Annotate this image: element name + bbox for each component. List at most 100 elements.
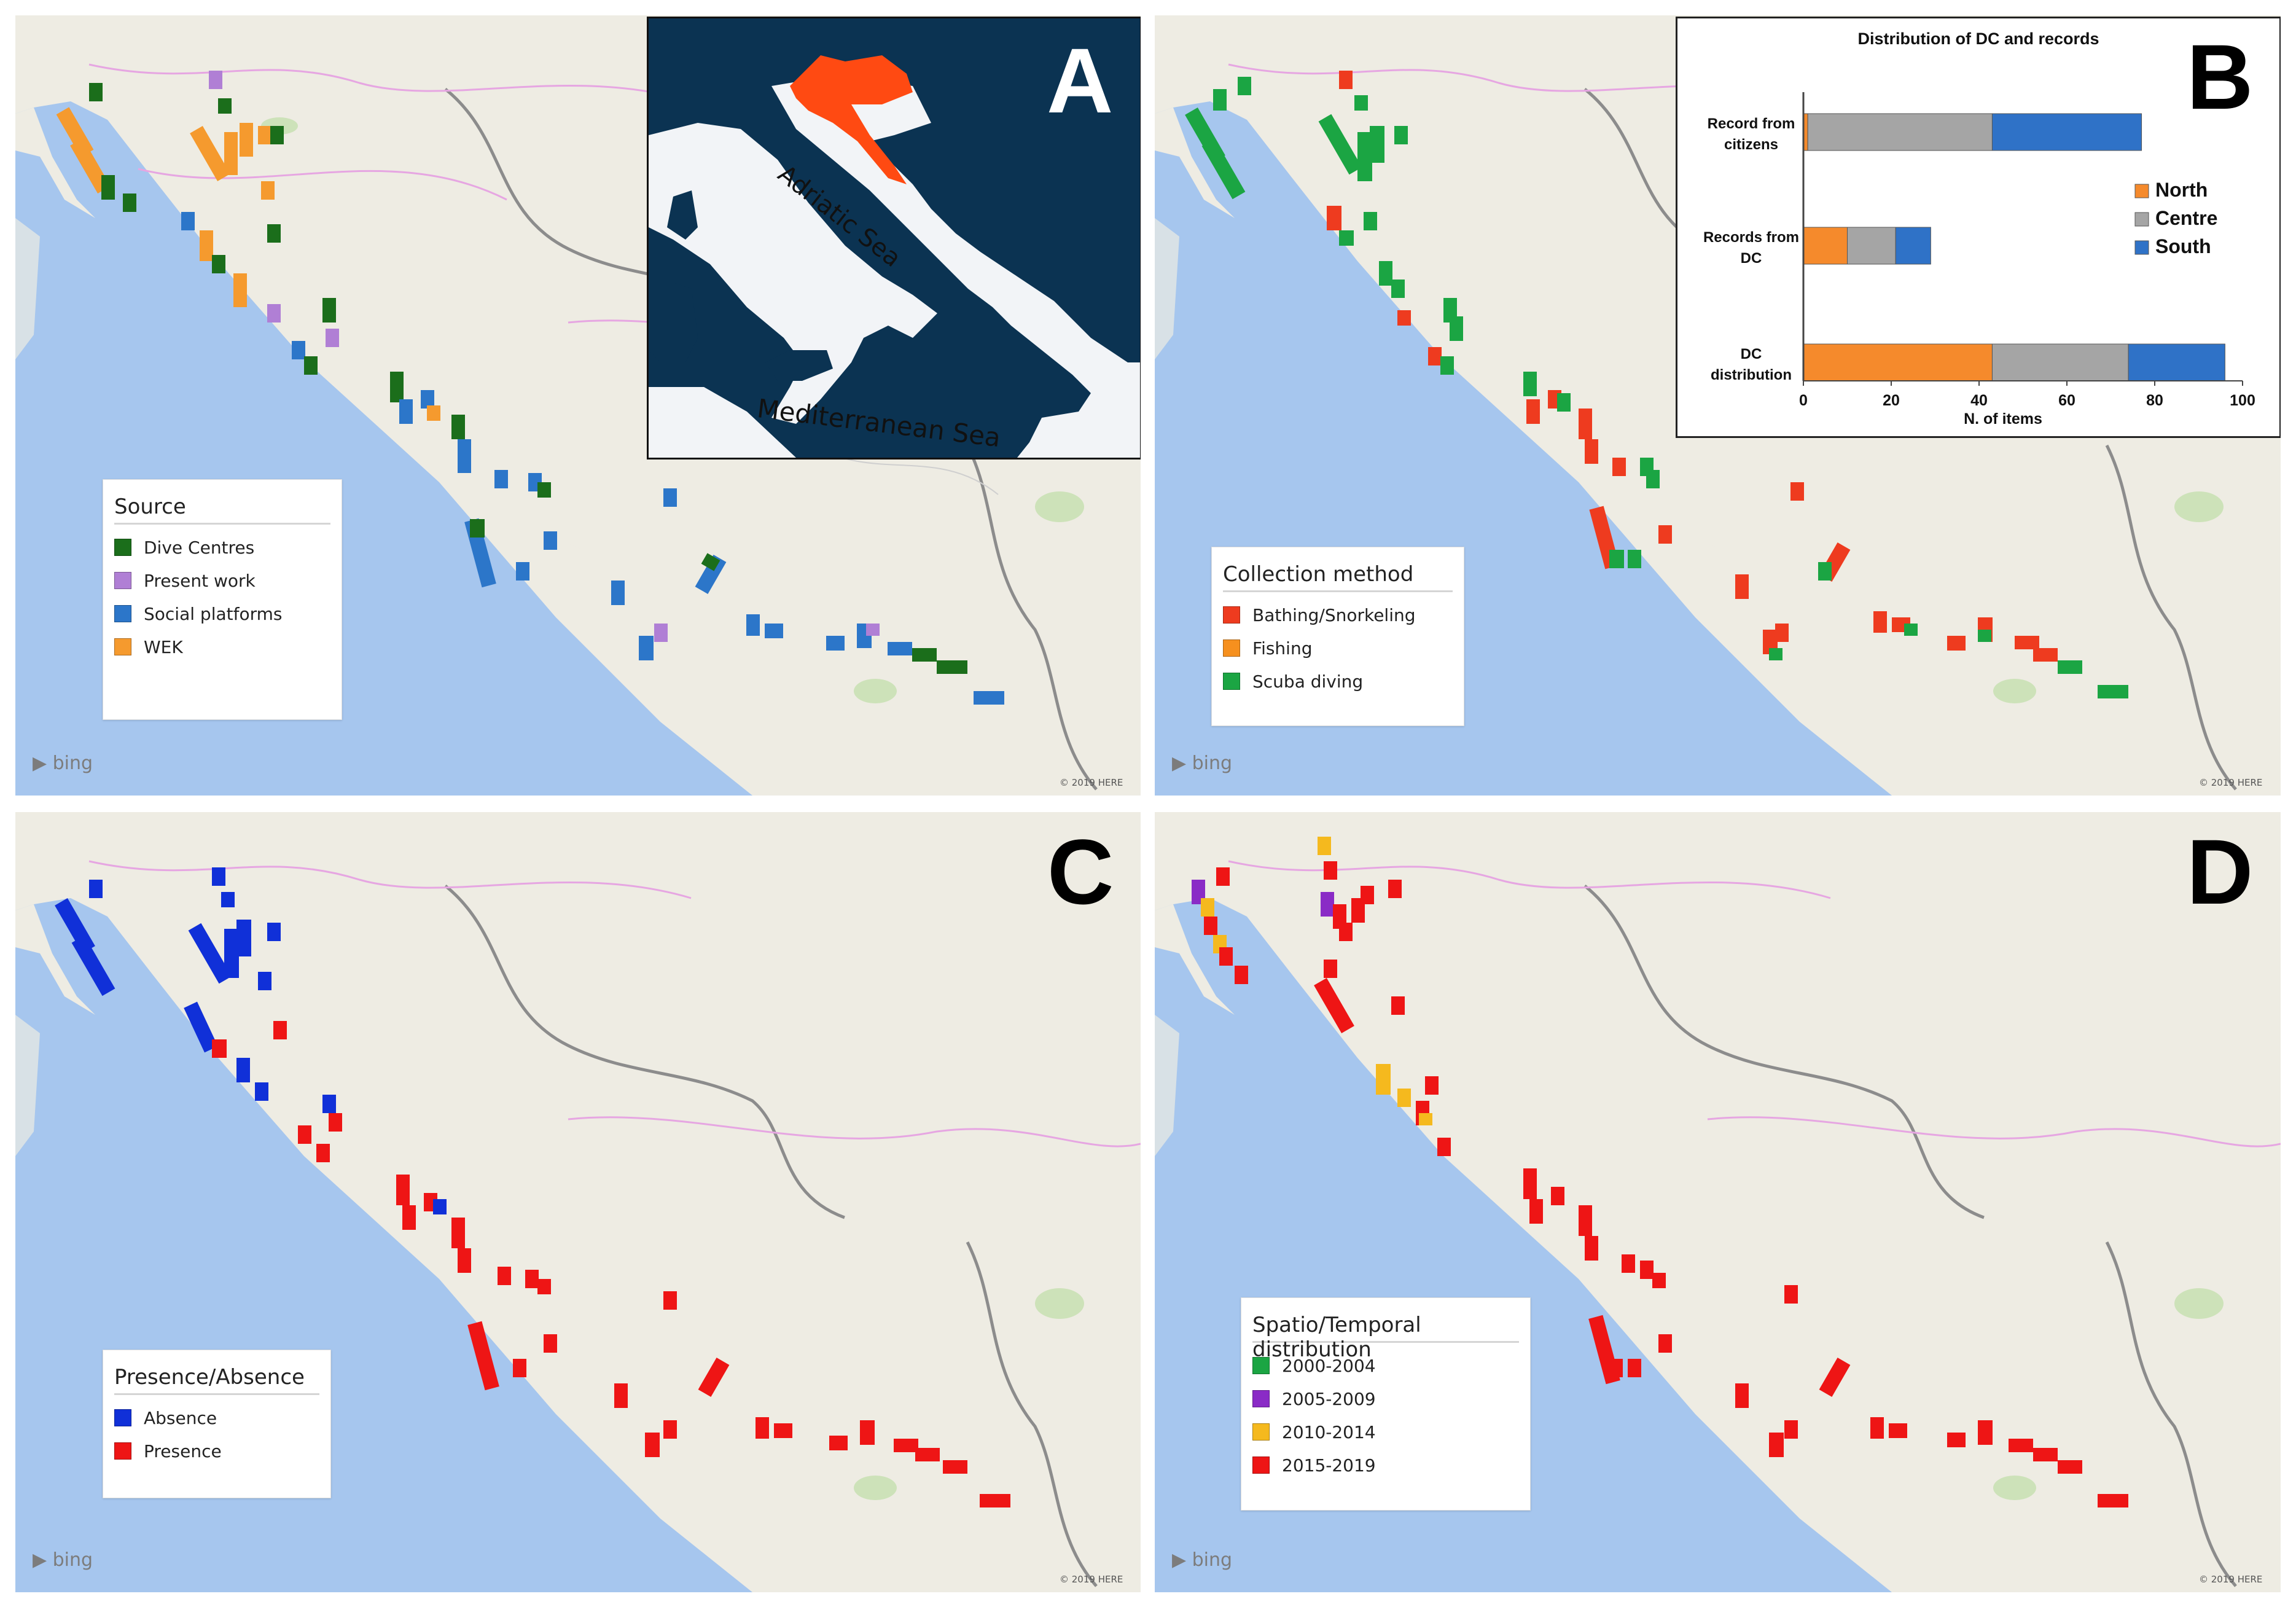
legend-swatch-2015-2019: [1252, 1456, 1270, 1474]
panel-letter-c: C: [1047, 820, 1114, 923]
map-panel-c[interactable]: Presence/Absence Absence Presence C ▶ bi…: [15, 812, 1141, 1592]
panel-letter-a: A: [1047, 29, 1114, 132]
map-copyright: © 2019 HERE: [1060, 1574, 1123, 1585]
map-copyright: © 2019 HERE: [1060, 777, 1123, 788]
data-bars: [56, 71, 1004, 705]
legend-item: 2010-2014: [1252, 1421, 1530, 1442]
legend-label-north: North: [2155, 179, 2208, 201]
bar-north-2: [1803, 343, 1993, 381]
legend-collection-method: Collection method Bathing/Snorkeling Fis…: [1211, 547, 1464, 726]
data-bars: [1185, 71, 2128, 698]
bar-south-0: [1991, 113, 2142, 151]
chart-legend: North Centre South: [2134, 179, 2217, 257]
x-tick-label: 80: [2146, 392, 2163, 409]
legend-title: Presence/Absence: [114, 1365, 305, 1390]
legend-label: Bathing/Snorkeling: [1252, 604, 1416, 625]
legend-item: 2015-2019: [1252, 1455, 1530, 1476]
bing-label: bing: [1192, 1549, 1233, 1571]
bing-icon: ▶: [1172, 753, 1187, 774]
bing-icon: ▶: [33, 753, 47, 774]
legend-label-south: South: [2155, 235, 2211, 257]
map-panel-d[interactable]: Spatio/Temporal distribution 2000-2004 2…: [1155, 812, 2281, 1592]
legend-swatch-present-work: [114, 572, 131, 589]
legend-item: Dive Centres: [114, 537, 342, 558]
legend-title: Collection method: [1223, 562, 1414, 587]
legend-divider: [1223, 590, 1453, 592]
legend-swatch-presence: [114, 1442, 131, 1460]
legend-swatch-2000-2004: [1252, 1357, 1270, 1374]
legend-swatch-bathing: [1223, 606, 1240, 624]
legend-label: Fishing: [1252, 638, 1313, 659]
chart-axis: 0 20 40 60 80 100: [1799, 92, 2255, 409]
legend-swatch-south: [2134, 240, 2149, 255]
legend-swatch-fishing: [1223, 639, 1240, 657]
base-map: [1155, 812, 2281, 1592]
legend-swatch-absence: [114, 1409, 131, 1426]
legend-title: Spatio/Temporal distribution: [1252, 1313, 1421, 1362]
legend-label: WEK: [144, 636, 183, 657]
legend-swatch-2005-2009: [1252, 1390, 1270, 1407]
legend-label: Absence: [144, 1407, 217, 1428]
bar-centre-2: [1991, 343, 2129, 381]
legend-item: Presence: [114, 1441, 330, 1461]
bar-group: [1185, 71, 2128, 698]
chart-categories: Record from citizens Records from DC DC distr…: [1703, 115, 1799, 383]
bing-icon: ▶: [33, 1549, 47, 1571]
chart-title: Distribution of DC and records: [1857, 29, 2099, 48]
legend-item: Social platforms: [114, 603, 342, 624]
legend-title: Source: [114, 495, 186, 519]
bing-label: bing: [1192, 753, 1233, 774]
bing-logo: ▶ bing: [33, 1549, 93, 1571]
chart-bars: [1803, 113, 2225, 381]
bing-label: bing: [52, 1549, 93, 1571]
legend-swatch-social-platforms: [114, 605, 131, 622]
legend-item: Absence: [114, 1407, 330, 1428]
legend-swatch-centre: [2134, 212, 2149, 227]
bar-group: [1192, 837, 2128, 1507]
legend-item: Scuba diving: [1223, 671, 1464, 692]
panel-letter-d: D: [2187, 820, 2254, 923]
legend-divider: [114, 523, 330, 525]
bing-logo: ▶ bing: [1172, 1549, 1232, 1571]
x-tick-label: 20: [1883, 392, 1900, 409]
category-label: DC distribution: [1711, 346, 1792, 383]
bing-icon: ▶: [1172, 1549, 1187, 1571]
legend-label: 2015-2019: [1282, 1455, 1376, 1476]
legend-swatch-north: [2134, 184, 2149, 198]
chart-box: Distribution of DC and records 0 20 40 60 80…: [1676, 17, 2281, 438]
x-tick-label: 100: [2230, 392, 2255, 409]
bar-group: [56, 71, 1004, 705]
data-bars: [1192, 837, 2128, 1507]
bing-logo: ▶ bing: [33, 753, 93, 774]
category-label: Record from citizens: [1708, 115, 1795, 153]
legend-label: Presence: [144, 1441, 222, 1461]
legend-label: Social platforms: [144, 603, 283, 624]
legend-item: Fishing: [1223, 638, 1464, 659]
legend-spatio-temporal: Spatio/Temporal distribution 2000-2004 2…: [1241, 1297, 1531, 1511]
legend-label: 2005-2009: [1282, 1388, 1376, 1409]
panel-letter-b: B: [2187, 25, 2254, 128]
legend-source: Source Dive Centres Present work Social …: [103, 479, 342, 720]
bar-south-2: [2128, 343, 2225, 381]
map-copyright: © 2019 HERE: [2199, 777, 2263, 788]
legend-item: Present work: [114, 570, 342, 591]
legend-item: 2005-2009: [1252, 1388, 1530, 1409]
legend-label: Scuba diving: [1252, 671, 1364, 692]
legend-item: WEK: [114, 636, 342, 657]
map-panel-b[interactable]: Collection method Bathing/Snorkeling Fis…: [1155, 15, 2281, 796]
inset-shapes: [649, 55, 1140, 458]
legend-label: Present work: [144, 570, 256, 591]
legend-item: Bathing/Snorkeling: [1223, 604, 1464, 625]
bar-south-1: [1895, 227, 1931, 265]
legend-swatch-scuba: [1223, 673, 1240, 690]
map-copyright: © 2019 HERE: [2199, 1574, 2263, 1585]
map-panel-a[interactable]: A Adriatic Sea Mediterranean Sea Source …: [15, 15, 1141, 796]
legend-label: Dive Centres: [144, 537, 255, 558]
legend-presence-absence: Presence/Absence Absence Presence: [103, 1350, 331, 1498]
stacked-bar-chart: Distribution of DC and records 0 20 40 60 80…: [1703, 29, 2255, 428]
bing-label: bing: [52, 753, 93, 774]
legend-swatch-dive-centres: [114, 539, 131, 556]
data-bars: [55, 867, 1010, 1507]
legend-divider: [114, 1393, 319, 1395]
legend-item: 2000-2004: [1252, 1355, 1530, 1376]
